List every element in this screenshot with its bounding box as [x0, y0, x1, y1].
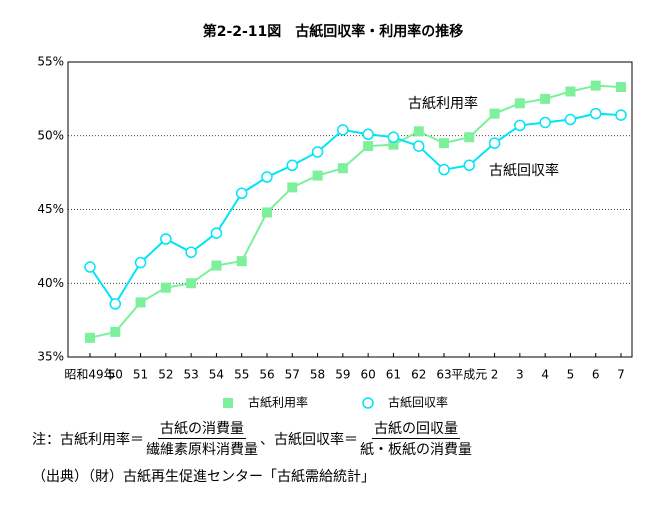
point	[413, 126, 424, 137]
point	[236, 256, 247, 267]
point	[488, 137, 501, 149]
point	[539, 116, 551, 129]
point	[261, 171, 273, 183]
x-tick-label: 平成元	[451, 368, 487, 382]
fraction: 古紙の消費量繊維素原料消費量	[146, 418, 258, 459]
point	[287, 182, 298, 193]
source: （出典）（財）古紙再生促進センター「古紙需給統計」	[32, 469, 375, 485]
x-tick-label: 2	[491, 368, 499, 382]
point	[514, 119, 526, 132]
x-tick-label: 4	[541, 368, 549, 382]
x-tick-label: 53	[184, 368, 199, 382]
point	[412, 140, 425, 152]
x-tick-label: 61	[386, 368, 401, 382]
point	[337, 124, 349, 136]
point	[362, 128, 374, 141]
point	[109, 298, 122, 310]
y-tick-label: 50%	[37, 128, 64, 142]
plot-frame	[67, 61, 633, 358]
note-text: 注：古紙利用率＝	[32, 431, 144, 448]
x-tick-label: 60	[361, 368, 376, 382]
annotation: 古紙回収率	[489, 162, 559, 179]
note: 注：古紙利用率＝ 古紙の消費量繊維素原料消費量 、古紙回収率＝ 古紙の回収量紙・…	[32, 418, 474, 459]
numerator: 古紙の回収量	[372, 418, 460, 439]
x-tick-label: 62	[411, 368, 426, 382]
legend-label: 古紙利用率	[248, 395, 308, 410]
x-tick-label: 59	[335, 368, 350, 382]
y-tick-label: 45%	[37, 202, 64, 216]
note-text: 、古紙回収率＝	[260, 431, 358, 448]
point	[134, 256, 147, 269]
point	[312, 170, 323, 181]
y-tick-label: 55%	[37, 55, 64, 69]
point	[185, 246, 197, 259]
point	[210, 227, 223, 239]
chart: 第2-2-11図 古紙回収率・利用率の推移 35% 40% 45% 50% 55% 昭和4…	[37, 23, 633, 410]
point	[514, 98, 525, 109]
point	[564, 113, 577, 126]
point	[311, 146, 324, 158]
x-tick-label: 56	[259, 368, 274, 382]
legend-marker	[223, 398, 233, 408]
point	[262, 207, 272, 218]
point	[589, 107, 602, 120]
point	[540, 93, 551, 104]
point	[85, 332, 95, 343]
point	[160, 282, 171, 293]
point	[337, 163, 348, 174]
point	[363, 141, 374, 152]
point	[135, 297, 146, 308]
denominator: 紙・板紙の消費量	[360, 442, 472, 458]
x-tick-label: 51	[133, 368, 148, 382]
legend-marker	[362, 397, 374, 409]
x-tick-label: 58	[310, 368, 325, 382]
point	[160, 233, 172, 245]
series-line	[89, 112, 622, 306]
point	[463, 159, 476, 171]
x-tick-label: 3	[516, 368, 524, 382]
x-tick-label: 6	[592, 368, 600, 382]
point	[84, 261, 96, 273]
point	[286, 159, 299, 171]
fraction: 古紙の回収量紙・板紙の消費量	[360, 418, 472, 459]
x-tick-label: 昭和49年	[64, 368, 115, 382]
point	[565, 86, 576, 97]
point	[439, 138, 449, 149]
x-tick-label: 50	[108, 368, 123, 382]
point	[616, 82, 626, 93]
numerator: 古紙の消費量	[158, 418, 246, 439]
point	[387, 131, 400, 143]
point	[186, 278, 197, 289]
point	[590, 80, 601, 91]
x-tick-label: 54	[209, 368, 224, 382]
point	[235, 187, 248, 200]
point	[438, 163, 450, 176]
point	[615, 109, 627, 121]
point	[464, 132, 475, 143]
x-tick-label: 7	[617, 368, 625, 382]
x-tick-label: 52	[158, 368, 173, 382]
annotation: 古紙利用率	[408, 95, 478, 112]
x-tick-label: 57	[285, 368, 300, 382]
denominator: 繊維素原料消費量	[146, 442, 258, 458]
point	[211, 260, 222, 271]
series-line	[89, 84, 622, 339]
y-tick-label: 35%	[37, 350, 64, 364]
x-tick-label: 55	[234, 368, 249, 382]
legend-label: 古紙回収率	[388, 395, 448, 410]
x-tick-label: 63	[436, 368, 451, 382]
point	[110, 326, 121, 337]
point	[489, 108, 500, 119]
point	[388, 139, 399, 150]
x-tick-label: 5	[567, 368, 575, 382]
y-tick-label: 40%	[37, 276, 64, 290]
chart-title: 第2-2-11図 古紙回収率・利用率の推移	[203, 23, 464, 40]
